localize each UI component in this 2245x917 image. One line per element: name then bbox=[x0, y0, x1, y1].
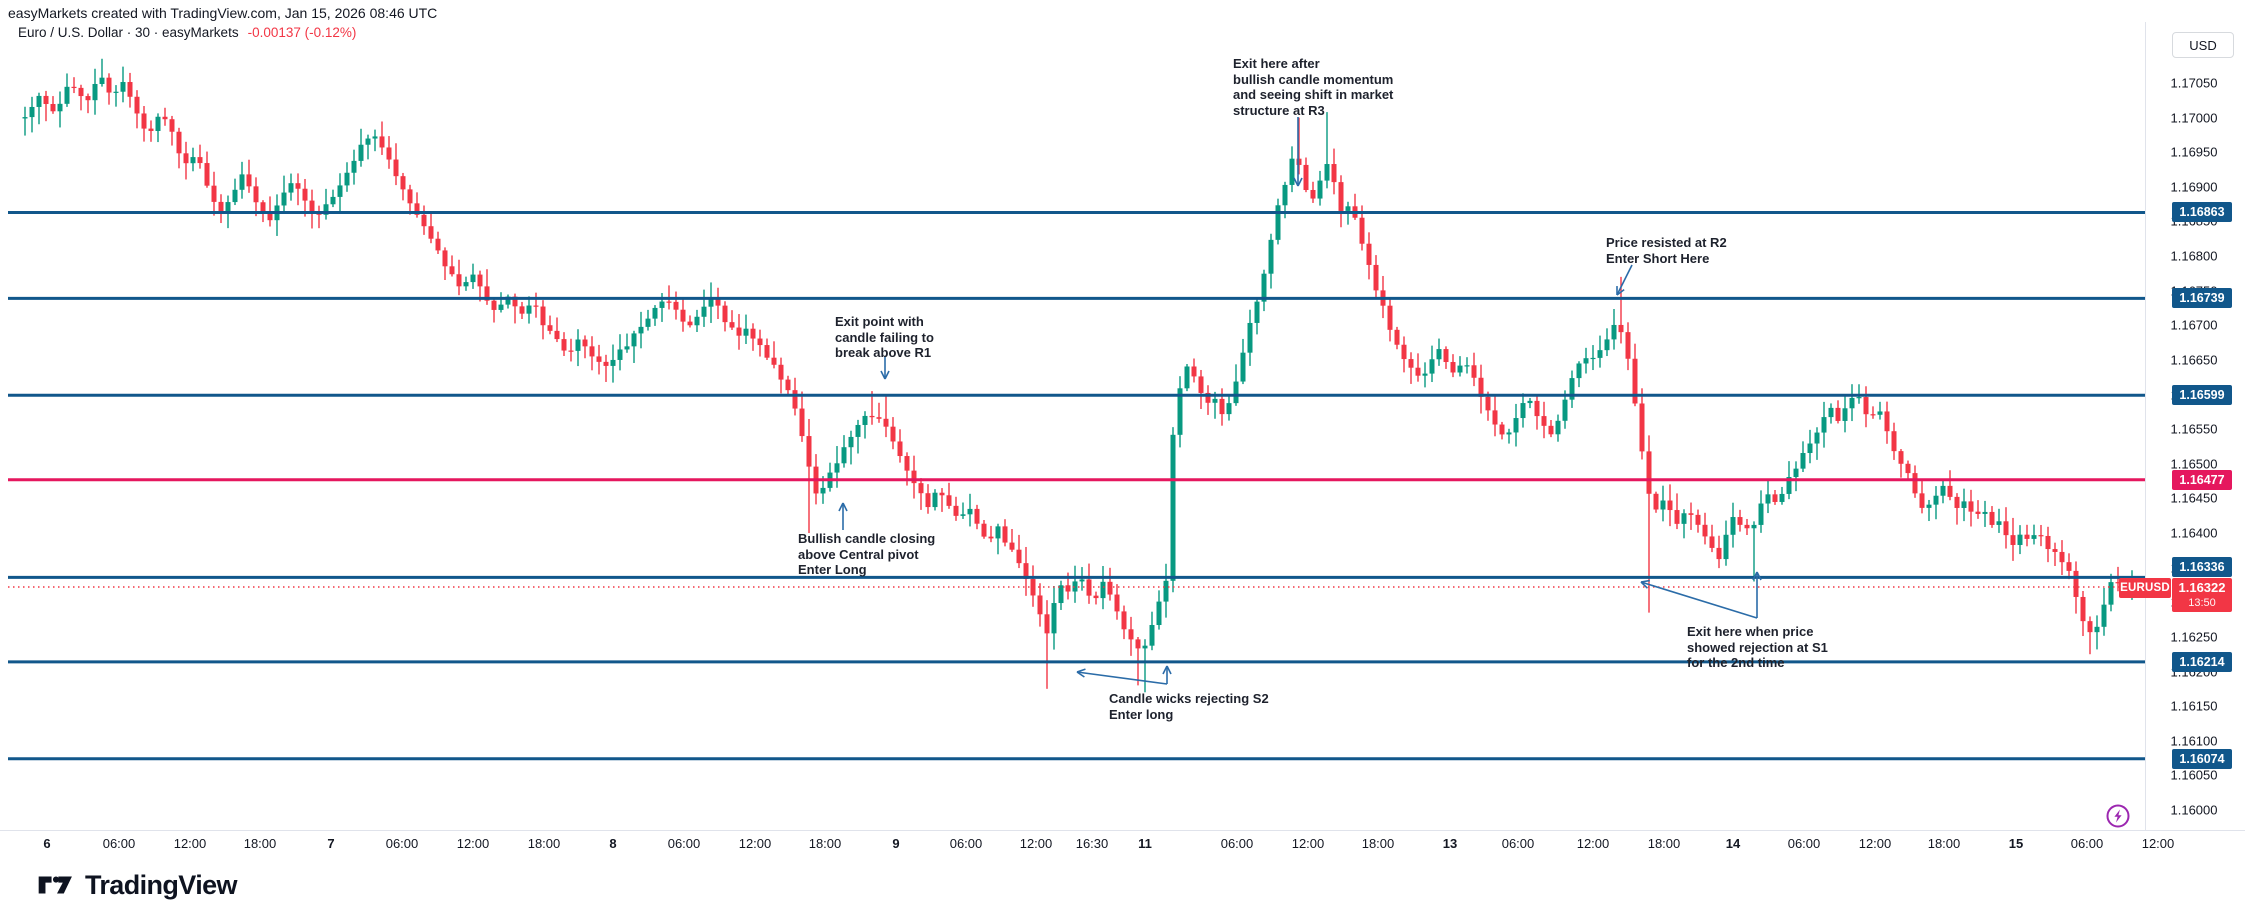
time-label-day: 11 bbox=[1138, 836, 1152, 851]
price-tick-label: 1.16050 bbox=[2170, 767, 2218, 783]
price-tick-label: 1.16500 bbox=[2170, 456, 2218, 472]
pivot-label-s3: 1.16074 bbox=[2172, 748, 2232, 769]
lightning-marker[interactable] bbox=[2106, 804, 2130, 828]
time-label: 12:00 bbox=[1291, 836, 1325, 851]
time-label: 12:00 bbox=[2141, 836, 2175, 851]
tradingview-logo-text: TradingView bbox=[85, 870, 238, 900]
price-axis-border bbox=[2145, 22, 2146, 830]
time-label: 18:00 bbox=[808, 836, 842, 851]
time-label-day: 9 bbox=[892, 836, 900, 851]
price-tick-label: 1.16550 bbox=[2170, 421, 2218, 437]
annotation-long-s2: Candle wicks rejecting S2 Enter long bbox=[1109, 691, 1269, 722]
time-label: 06:00 bbox=[1220, 836, 1254, 851]
pivot-label-r2: 1.16739 bbox=[2172, 288, 2232, 309]
annotation-long-cp: Bullish candle closing above Central piv… bbox=[798, 531, 936, 577]
time-label: 12:00 bbox=[456, 836, 490, 851]
pivot-label-cp: 1.16477 bbox=[2172, 469, 2232, 490]
time-label: 06:00 bbox=[667, 836, 701, 851]
price-tick-label: 1.16950 bbox=[2170, 144, 2218, 160]
time-label-day: 8 bbox=[609, 836, 617, 851]
time-label: 06:00 bbox=[1787, 836, 1821, 851]
pivot-label-r3: 1.16863 bbox=[2172, 202, 2232, 223]
price-tick-label: 1.16100 bbox=[2170, 733, 2218, 749]
time-label-day: 15 bbox=[2008, 836, 2024, 851]
time-label: 12:00 bbox=[1019, 836, 1053, 851]
annotation-arrows bbox=[838, 117, 1762, 685]
price-tick-label: 1.16150 bbox=[2170, 698, 2218, 714]
time-label: 18:00 bbox=[1647, 836, 1681, 851]
price-tick-label: 1.17000 bbox=[2170, 110, 2218, 126]
pivot-lines bbox=[8, 210, 2145, 761]
time-axis-border bbox=[0, 830, 2245, 831]
time-label: 12:00 bbox=[1576, 836, 1610, 851]
candlestick-series bbox=[22, 58, 2135, 693]
time-label: 18:00 bbox=[243, 836, 277, 851]
price-tick-label: 1.16450 bbox=[2170, 490, 2218, 506]
pivot-label-s1: 1.16336 bbox=[2172, 557, 2232, 578]
time-label: 16:30 bbox=[1075, 836, 1109, 851]
price-tick-label: 1.16900 bbox=[2170, 179, 2218, 195]
symbol-change: -0.00137 (-0.12%) bbox=[247, 25, 357, 40]
annotation-exit-r1: Exit point with candle failing to break … bbox=[835, 314, 934, 360]
attribution-text: easyMarkets created with TradingView.com… bbox=[8, 5, 438, 21]
price-tick-label: 1.16250 bbox=[2170, 629, 2218, 645]
time-label: 06:00 bbox=[1501, 836, 1535, 851]
time-label-day: 6 bbox=[43, 836, 51, 851]
price-tick-label: 1.17050 bbox=[2170, 75, 2218, 91]
time-label-day: 7 bbox=[327, 836, 335, 851]
pivot-label-r1: 1.16599 bbox=[2172, 385, 2232, 406]
price-tick-label: 1.16700 bbox=[2170, 317, 2218, 333]
pivot-label-s2: 1.16214 bbox=[2172, 651, 2232, 672]
time-label: 12:00 bbox=[738, 836, 772, 851]
time-label: 18:00 bbox=[1927, 836, 1961, 851]
annotation-short-r2: Price resisted at R2 Enter Short Here bbox=[1606, 235, 1727, 266]
time-label: 18:00 bbox=[527, 836, 561, 851]
symbol-title: Euro / U.S. Dollar · 30 · easyMarkets bbox=[18, 25, 239, 40]
time-label: 06:00 bbox=[2070, 836, 2104, 851]
price-tick-label: 1.16400 bbox=[2170, 525, 2218, 541]
tradingview-logo-icon bbox=[38, 876, 72, 893]
last-price-time: 13:50 bbox=[2188, 597, 2216, 609]
time-label: 06:00 bbox=[102, 836, 136, 851]
time-label: 12:00 bbox=[1858, 836, 1892, 851]
last-price-label: 1.16322 13:50 bbox=[2172, 578, 2232, 612]
time-label: 06:00 bbox=[385, 836, 419, 851]
time-label: 06:00 bbox=[949, 836, 983, 851]
time-label-day: 13 bbox=[1442, 836, 1458, 851]
annotation-exit-r3: Exit here after bullish candle momentum … bbox=[1233, 56, 1394, 118]
annotation-exit-s1: Exit here when price showed rejection at… bbox=[1687, 624, 1828, 670]
price-tick-label: 1.16800 bbox=[2170, 248, 2218, 264]
symbol-legend[interactable]: Euro / U.S. Dollar · 30 · easyMarkets -0.… bbox=[18, 25, 356, 40]
currency-toggle-button[interactable]: USD bbox=[2172, 32, 2234, 58]
tradingview-logo[interactable]: TradingView bbox=[38, 870, 238, 901]
time-label: 12:00 bbox=[173, 836, 207, 851]
time-label: 18:00 bbox=[1361, 836, 1395, 851]
last-price-value: 1.16322 bbox=[2178, 580, 2226, 595]
time-label-day: 14 bbox=[1725, 836, 1741, 851]
price-tick-label: 1.16650 bbox=[2170, 352, 2218, 368]
price-tick-label: 1.16000 bbox=[2170, 802, 2218, 818]
ticker-price-label: EURUSD bbox=[2119, 578, 2171, 598]
